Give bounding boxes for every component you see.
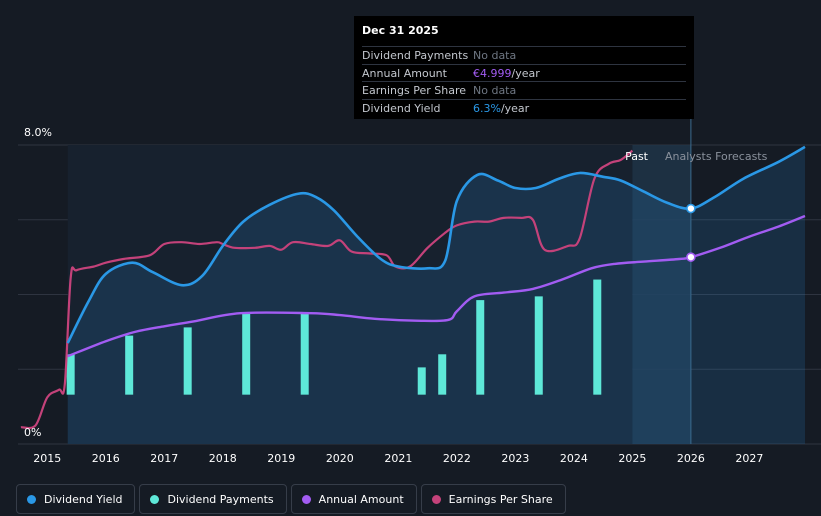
- dividend-payment-bar: [66, 354, 75, 395]
- hover-marker: [686, 203, 696, 214]
- legend: Dividend Yield Dividend Payments Annual …: [16, 484, 566, 514]
- x-tick-label: 2016: [92, 452, 120, 465]
- x-tick-label: 2017: [150, 452, 178, 465]
- legend-label: Annual Amount: [318, 492, 404, 506]
- dividend-payment-bar: [438, 354, 447, 395]
- dividend-yield-line: [66, 145, 806, 344]
- hover-markers: [686, 203, 696, 262]
- y-axis-bottom-label: 0%: [24, 426, 41, 439]
- dividend-payment-bar: [125, 335, 134, 395]
- dividend-payment-bar: [534, 296, 543, 395]
- x-tick-label: 2024: [560, 452, 588, 465]
- tooltip-panel: Dec 31 2025 Dividend Payments No data An…: [354, 16, 694, 119]
- past-label: Past: [625, 150, 649, 163]
- legend-label: Earnings Per Share: [448, 492, 553, 506]
- x-axis: 2015 2016 2017 2018 2019 2020 2021 2022 2023 2024…: [33, 452, 763, 465]
- tooltip-label: Earnings Per Share: [362, 84, 467, 97]
- tooltip-row-earnings-per-share: Earnings Per Share No data: [362, 81, 686, 99]
- tooltip-row-dividend-payments: Dividend Payments No data: [362, 46, 686, 64]
- x-tick-label: 2020: [326, 452, 354, 465]
- tooltip-label: Annual Amount: [362, 66, 447, 80]
- tooltip-value: €4.999: [473, 66, 512, 80]
- legend-dot-icon: [150, 494, 160, 504]
- y-axis-top-label: 8.0%: [24, 126, 52, 139]
- tooltip-value: No data: [473, 84, 517, 97]
- legend-item-annual-amount[interactable]: Annual Amount: [290, 484, 417, 514]
- tooltip-unit: /year: [511, 66, 540, 80]
- earnings-per-share-line: [20, 149, 634, 430]
- legend-label: Dividend Payments: [167, 492, 274, 506]
- x-tick-label: 2025: [618, 452, 646, 465]
- dividend-payment-bar: [417, 367, 426, 395]
- legend-dot-icon: [431, 494, 441, 504]
- analysts-forecasts-label: Analysts Forecasts: [665, 150, 768, 163]
- tooltip-label: Dividend Payments: [362, 49, 469, 62]
- tooltip-date: Dec 31 2025: [362, 24, 439, 37]
- tooltip-value: 6.3%: [473, 101, 501, 115]
- hover-marker: [686, 252, 696, 262]
- legend-item-dividend-payments[interactable]: Dividend Payments: [139, 484, 287, 514]
- x-tick-label: 2027: [735, 452, 763, 465]
- x-tick-label: 2026: [677, 452, 705, 465]
- x-tick-label: 2022: [443, 452, 471, 465]
- dividend-payment-bar: [183, 327, 192, 395]
- dividend-payment-bars: [66, 279, 602, 395]
- dividend-payment-bar: [300, 313, 309, 395]
- x-tick-label: 2021: [384, 452, 412, 465]
- tooltip-unit: /year: [500, 101, 530, 115]
- legend-item-dividend-yield[interactable]: Dividend Yield: [16, 484, 136, 514]
- dividend-payment-bar: [242, 313, 251, 395]
- x-tick-label: 2019: [267, 452, 295, 465]
- dividend-yield-area: [67, 146, 805, 444]
- legend-item-earnings-per-share[interactable]: Earnings Per Share: [420, 484, 566, 514]
- tooltip-value: No data: [473, 49, 517, 62]
- x-tick-label: 2023: [501, 452, 529, 465]
- tooltip-row-dividend-yield: Dividend Yield 6.3%/year: [362, 98, 686, 117]
- legend-dot-icon: [27, 494, 36, 504]
- legend-label: Dividend Yield: [44, 492, 123, 506]
- forecast-region-shade: [632, 145, 691, 444]
- dividend-payment-bar: [476, 300, 485, 395]
- legend-dot-icon: [301, 494, 311, 504]
- x-tick-label: 2018: [209, 452, 237, 465]
- tooltip-row-annual-amount: Annual Amount €4.999/year: [362, 63, 686, 82]
- tooltip-label: Dividend Yield: [362, 101, 441, 115]
- x-tick-label: 2015: [33, 452, 61, 465]
- dividend-payment-bar: [593, 279, 602, 395]
